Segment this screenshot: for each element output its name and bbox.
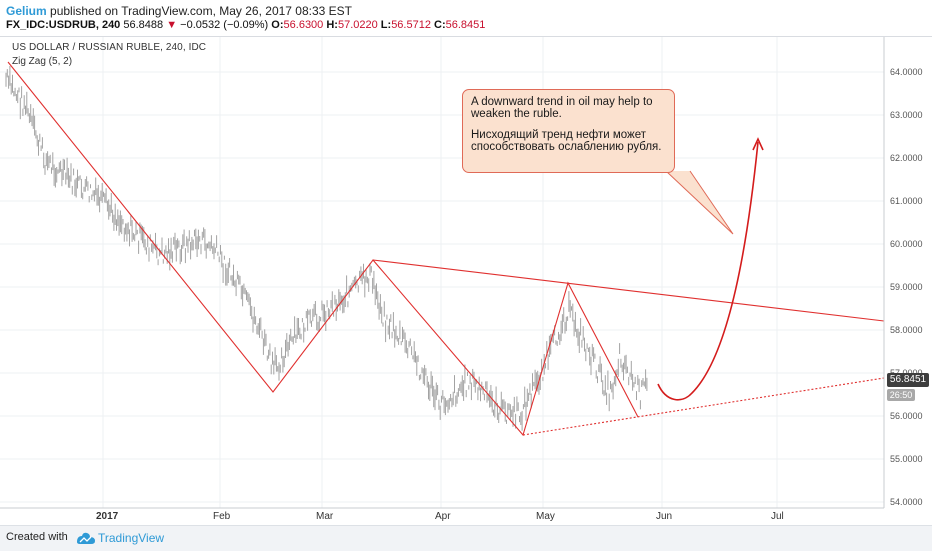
time-tick: Feb bbox=[213, 511, 231, 522]
author-link[interactable]: Gelium bbox=[6, 4, 47, 18]
open-label: O: bbox=[271, 19, 284, 31]
low-value: 56.5712 bbox=[391, 19, 431, 31]
indicator-label[interactable]: Zig Zag (5, 2) bbox=[12, 56, 73, 67]
price-tick: 55.0000 bbox=[890, 454, 923, 464]
publish-info: published on TradingView.com, May 26, 20… bbox=[50, 4, 352, 18]
chart-grid bbox=[0, 37, 884, 508]
high-value: 57.0220 bbox=[337, 19, 378, 31]
bar-countdown-badge: 26:50 bbox=[887, 389, 915, 401]
annotation-english: A downward trend in oil may help to weak… bbox=[471, 96, 653, 120]
close-value: 56.8451 bbox=[445, 19, 486, 31]
price-chart[interactable] bbox=[0, 37, 932, 525]
price-change: −0.0532 (−0.09%) bbox=[180, 19, 269, 31]
open-value: 56.6300 bbox=[283, 19, 324, 31]
high-label: H: bbox=[326, 19, 338, 31]
time-tick: Mar bbox=[316, 511, 334, 522]
annotation-russian: Нисходящий тренд нефти может способствов… bbox=[471, 129, 662, 153]
symbol-label: FX_IDC:USDRUB, 240 bbox=[6, 19, 121, 31]
last-price: 56.8488 bbox=[123, 19, 164, 31]
price-tick: 60.0000 bbox=[890, 239, 923, 249]
price-tick: 63.0000 bbox=[890, 110, 923, 120]
down-triangle-icon: ▼ bbox=[166, 19, 178, 31]
price-tick: 61.0000 bbox=[890, 196, 923, 206]
close-label: C: bbox=[434, 19, 446, 31]
time-tick: May bbox=[536, 511, 555, 522]
time-tick: Jun bbox=[656, 511, 673, 522]
time-tick: Jul bbox=[771, 511, 784, 522]
low-label: L: bbox=[380, 19, 392, 31]
tradingview-brand-link[interactable]: TradingView bbox=[98, 531, 165, 545]
resistance-trendline bbox=[372, 259, 885, 322]
created-with-label: Created with bbox=[6, 531, 68, 543]
price-tick: 59.0000 bbox=[890, 282, 923, 292]
price-tick: 56.0000 bbox=[890, 411, 923, 421]
time-tick: Apr bbox=[435, 511, 451, 522]
publish-line: Gelium published on TradingView.com, May… bbox=[6, 4, 352, 18]
annotation-callout[interactable]: A downward trend in oil may help to weak… bbox=[462, 89, 675, 173]
chart-title: US DOLLAR / RUSSIAN RUBLE, 240, IDC bbox=[12, 42, 207, 53]
price-tick: 64.0000 bbox=[890, 67, 923, 77]
price-tick: 54.0000 bbox=[890, 497, 923, 507]
annotation-pointer bbox=[665, 170, 734, 235]
forecast-arrow bbox=[657, 137, 764, 401]
zigzag-indicator bbox=[7, 61, 885, 437]
price-tick: 62.0000 bbox=[890, 153, 923, 163]
last-price-badge: 56.8451 bbox=[887, 373, 929, 387]
tradingview-logo-icon[interactable] bbox=[76, 532, 96, 545]
support-trendline bbox=[522, 377, 885, 436]
footer-bar: Created with TradingView bbox=[0, 525, 932, 551]
publication-header: Gelium published on TradingView.com, May… bbox=[0, 0, 932, 37]
quote-line: FX_IDC:USDRUB, 240 56.8488 ▼ −0.0532 (−0… bbox=[6, 19, 485, 31]
price-tick: 58.0000 bbox=[890, 325, 923, 335]
time-tick: 2017 bbox=[96, 511, 119, 522]
